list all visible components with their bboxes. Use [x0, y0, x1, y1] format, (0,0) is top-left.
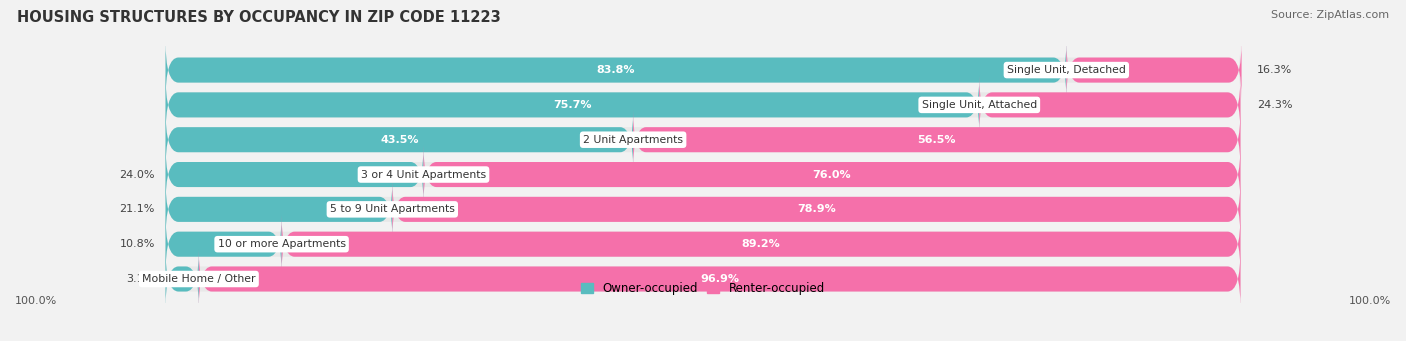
Text: 83.8%: 83.8%	[596, 65, 636, 75]
FancyBboxPatch shape	[166, 215, 281, 273]
FancyBboxPatch shape	[166, 41, 1066, 99]
Text: 78.9%: 78.9%	[797, 204, 835, 214]
Text: Single Unit, Attached: Single Unit, Attached	[922, 100, 1036, 110]
FancyBboxPatch shape	[166, 41, 1240, 99]
FancyBboxPatch shape	[166, 76, 979, 134]
Text: 3.1%: 3.1%	[127, 274, 155, 284]
Text: 5 to 9 Unit Apartments: 5 to 9 Unit Apartments	[330, 204, 454, 214]
FancyBboxPatch shape	[1066, 41, 1241, 99]
FancyBboxPatch shape	[166, 250, 1240, 308]
FancyBboxPatch shape	[392, 180, 1240, 239]
FancyBboxPatch shape	[166, 180, 1240, 239]
FancyBboxPatch shape	[166, 250, 198, 308]
Text: 3 or 4 Unit Apartments: 3 or 4 Unit Apartments	[361, 169, 486, 179]
FancyBboxPatch shape	[633, 110, 1240, 169]
FancyBboxPatch shape	[166, 215, 1240, 273]
Text: 10 or more Apartments: 10 or more Apartments	[218, 239, 346, 249]
Text: 10.8%: 10.8%	[120, 239, 155, 249]
FancyBboxPatch shape	[166, 110, 1240, 169]
Legend: Owner-occupied, Renter-occupied: Owner-occupied, Renter-occupied	[576, 278, 830, 300]
Text: 100.0%: 100.0%	[15, 296, 58, 306]
Text: Single Unit, Detached: Single Unit, Detached	[1007, 65, 1126, 75]
Text: 43.5%: 43.5%	[380, 135, 419, 145]
FancyBboxPatch shape	[166, 145, 423, 204]
Text: 76.0%: 76.0%	[813, 169, 851, 179]
FancyBboxPatch shape	[166, 76, 1240, 134]
Text: 16.3%: 16.3%	[1257, 65, 1292, 75]
Text: Source: ZipAtlas.com: Source: ZipAtlas.com	[1271, 10, 1389, 20]
Text: 2 Unit Apartments: 2 Unit Apartments	[583, 135, 683, 145]
Text: 21.1%: 21.1%	[120, 204, 155, 214]
Text: 24.0%: 24.0%	[120, 169, 155, 179]
FancyBboxPatch shape	[198, 250, 1240, 308]
Text: 100.0%: 100.0%	[1348, 296, 1391, 306]
Text: Mobile Home / Other: Mobile Home / Other	[142, 274, 256, 284]
Text: 24.3%: 24.3%	[1257, 100, 1292, 110]
FancyBboxPatch shape	[423, 145, 1240, 204]
FancyBboxPatch shape	[166, 110, 633, 169]
FancyBboxPatch shape	[281, 215, 1240, 273]
Text: 56.5%: 56.5%	[918, 135, 956, 145]
FancyBboxPatch shape	[166, 180, 392, 239]
Text: HOUSING STRUCTURES BY OCCUPANCY IN ZIP CODE 11223: HOUSING STRUCTURES BY OCCUPANCY IN ZIP C…	[17, 10, 501, 25]
Text: 75.7%: 75.7%	[553, 100, 592, 110]
Text: 89.2%: 89.2%	[742, 239, 780, 249]
Text: 96.9%: 96.9%	[700, 274, 740, 284]
FancyBboxPatch shape	[166, 145, 1240, 204]
FancyBboxPatch shape	[979, 76, 1240, 134]
